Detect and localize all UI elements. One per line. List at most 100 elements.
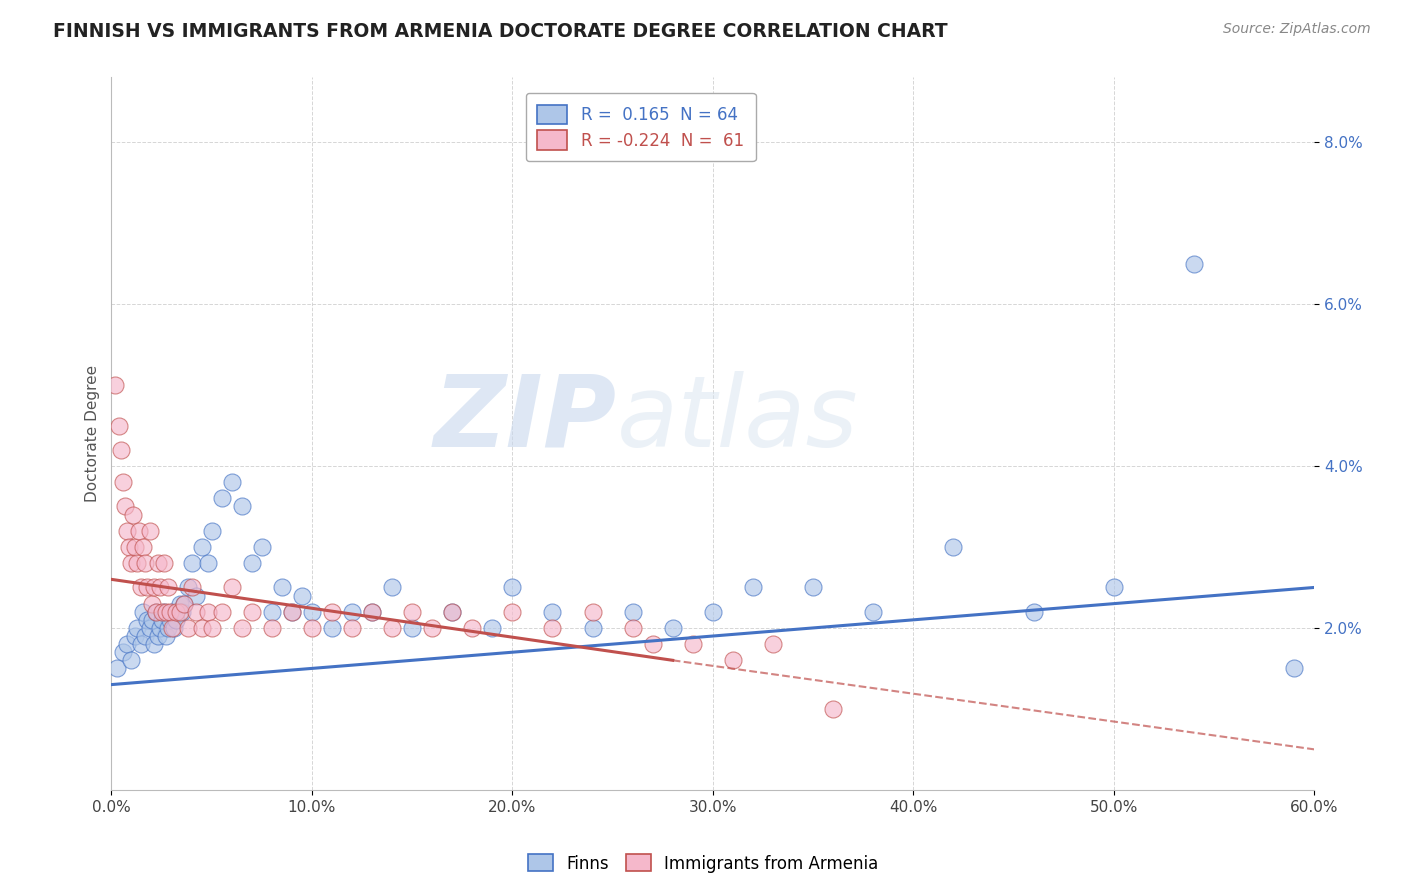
Point — [221, 475, 243, 490]
Point — [501, 581, 523, 595]
Point — [134, 556, 156, 570]
Point — [321, 621, 343, 635]
Point — [152, 556, 174, 570]
Text: ZIP: ZIP — [433, 371, 617, 468]
Point — [114, 500, 136, 514]
Point — [184, 605, 207, 619]
Point — [211, 491, 233, 506]
Point — [159, 613, 181, 627]
Point — [112, 645, 135, 659]
Point — [104, 378, 127, 392]
Point — [107, 661, 129, 675]
Point — [138, 621, 160, 635]
Point — [146, 629, 169, 643]
Point — [301, 621, 323, 635]
Point — [112, 475, 135, 490]
Point — [621, 621, 644, 635]
Point — [481, 621, 503, 635]
Point — [702, 605, 724, 619]
Point — [108, 418, 131, 433]
Point — [190, 540, 212, 554]
Point — [156, 581, 179, 595]
Point — [176, 621, 198, 635]
Point — [152, 605, 174, 619]
Point — [231, 621, 253, 635]
Point — [361, 605, 384, 619]
Point — [155, 605, 177, 619]
Point — [138, 524, 160, 538]
Point — [127, 621, 149, 635]
Point — [180, 556, 202, 570]
Point — [127, 556, 149, 570]
Point — [156, 621, 179, 635]
Point — [240, 556, 263, 570]
Point — [131, 581, 153, 595]
Point — [461, 621, 484, 635]
Point — [201, 524, 224, 538]
Point — [270, 581, 292, 595]
Point — [184, 589, 207, 603]
Point — [131, 637, 153, 651]
Legend: Finns, Immigrants from Armenia: Finns, Immigrants from Armenia — [522, 847, 884, 880]
Point — [501, 605, 523, 619]
Point — [169, 605, 191, 619]
Point — [170, 605, 193, 619]
Point — [250, 540, 273, 554]
Point — [541, 621, 564, 635]
Point — [1284, 661, 1306, 675]
Point — [862, 605, 884, 619]
Point — [581, 621, 603, 635]
Point — [240, 605, 263, 619]
Point — [321, 605, 343, 619]
Point — [146, 556, 169, 570]
Point — [1182, 257, 1205, 271]
Point — [260, 605, 283, 619]
Point — [581, 605, 603, 619]
Point — [124, 629, 146, 643]
Point — [160, 605, 183, 619]
Point — [541, 605, 564, 619]
Point — [145, 605, 167, 619]
Point — [221, 581, 243, 595]
Point — [682, 637, 704, 651]
Point — [145, 605, 167, 619]
Point — [762, 637, 785, 651]
Point — [173, 597, 195, 611]
Point — [211, 605, 233, 619]
Point — [132, 605, 155, 619]
Point — [340, 605, 363, 619]
Point — [281, 605, 304, 619]
Point — [641, 637, 664, 651]
Point — [231, 500, 253, 514]
Point — [180, 581, 202, 595]
Point — [134, 629, 156, 643]
Point — [742, 581, 765, 595]
Point — [124, 540, 146, 554]
Point — [117, 524, 139, 538]
Point — [281, 605, 304, 619]
Point — [110, 442, 132, 457]
Point — [621, 605, 644, 619]
Point — [155, 629, 177, 643]
Point — [340, 621, 363, 635]
Point — [176, 581, 198, 595]
Point — [173, 597, 195, 611]
Point — [190, 621, 212, 635]
Point — [162, 621, 184, 635]
Point — [942, 540, 965, 554]
Point — [128, 524, 150, 538]
Point — [150, 605, 173, 619]
Text: FINNISH VS IMMIGRANTS FROM ARMENIA DOCTORATE DEGREE CORRELATION CHART: FINNISH VS IMMIGRANTS FROM ARMENIA DOCTO… — [53, 22, 948, 41]
Point — [1102, 581, 1125, 595]
Point — [381, 581, 404, 595]
Point — [136, 581, 159, 595]
Point — [661, 621, 683, 635]
Point — [401, 605, 423, 619]
Point — [721, 653, 744, 667]
Point — [201, 621, 224, 635]
Point — [169, 597, 191, 611]
Point — [132, 540, 155, 554]
Point — [197, 605, 219, 619]
Point — [441, 605, 464, 619]
Point — [260, 621, 283, 635]
